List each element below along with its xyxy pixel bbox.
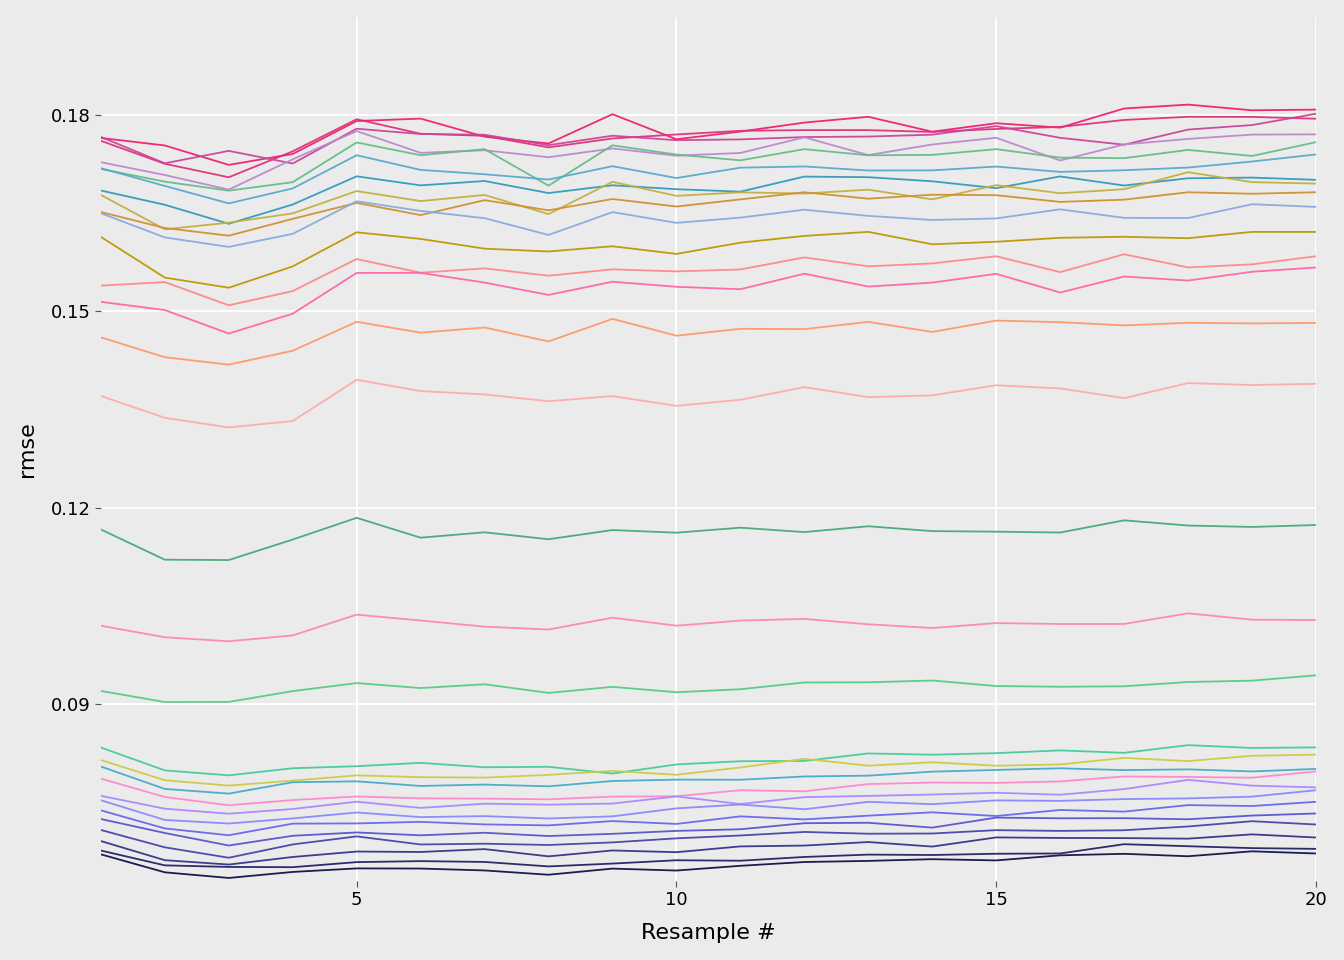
Y-axis label: rmse: rmse — [16, 421, 36, 477]
X-axis label: Resample #: Resample # — [641, 924, 775, 944]
